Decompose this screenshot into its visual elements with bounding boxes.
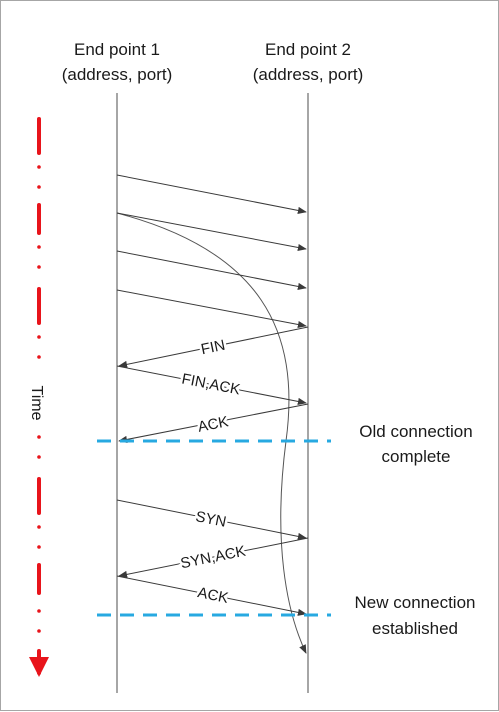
- participant-header-ep1: End point 1 (address, port): [62, 40, 173, 84]
- boundary-note-old-line1: Old connection: [359, 422, 472, 441]
- time-axis-dot: [37, 629, 41, 633]
- time-axis-dot: [37, 435, 41, 439]
- boundary-note-old-line2: complete: [382, 447, 451, 466]
- time-axis-dot: [37, 455, 41, 459]
- message-arrow-syn: [116, 499, 307, 540]
- time-axis-dot: [37, 609, 41, 613]
- message-label-ack-old: ACK: [196, 413, 230, 436]
- participant-ep2-name: End point 2: [265, 40, 351, 59]
- message-arrow-1: [116, 174, 307, 214]
- time-axis-dot: [37, 245, 41, 249]
- message-arrow-fin: [118, 326, 309, 368]
- message-label-fin: FIN: [200, 337, 227, 359]
- message-arrow-2: [116, 212, 307, 252]
- message-arrow-ack-new: [116, 575, 307, 616]
- message-arrow-4: [116, 289, 307, 329]
- time-axis-dot: [37, 265, 41, 269]
- time-axis-dot: [37, 335, 41, 339]
- message-arrow-syn-ack: [118, 537, 309, 578]
- boundary-note-new-line1: New connection: [355, 593, 476, 612]
- participant-ep1-address: (address, port): [62, 65, 173, 84]
- participant-header-ep2: End point 2 (address, port): [253, 40, 364, 84]
- message-arrow-ack-old: [118, 403, 309, 443]
- time-axis-dot: [37, 545, 41, 549]
- message-label-fin-ack: FIN,ACK: [180, 371, 241, 399]
- time-axis-dot: [37, 165, 41, 169]
- time-axis-dot: [37, 185, 41, 189]
- participant-ep1-name: End point 1: [74, 40, 160, 59]
- boundary-note-new-line2: established: [372, 619, 458, 638]
- message-label-syn: SYN: [194, 508, 228, 531]
- participant-ep2-address: (address, port): [253, 65, 364, 84]
- message-label-ack-new: ACK: [196, 584, 230, 607]
- time-axis: Time: [28, 117, 49, 677]
- time-axis-label: Time: [28, 386, 45, 421]
- time-axis-dot: [37, 355, 41, 359]
- delayed-segment-curve: [116, 212, 307, 654]
- message-arrow-fin-ack: [116, 365, 307, 405]
- time-axis-dot: [37, 525, 41, 529]
- message-arrow-3: [116, 250, 307, 290]
- message-label-syn-ack: SYN,ACK: [179, 543, 247, 573]
